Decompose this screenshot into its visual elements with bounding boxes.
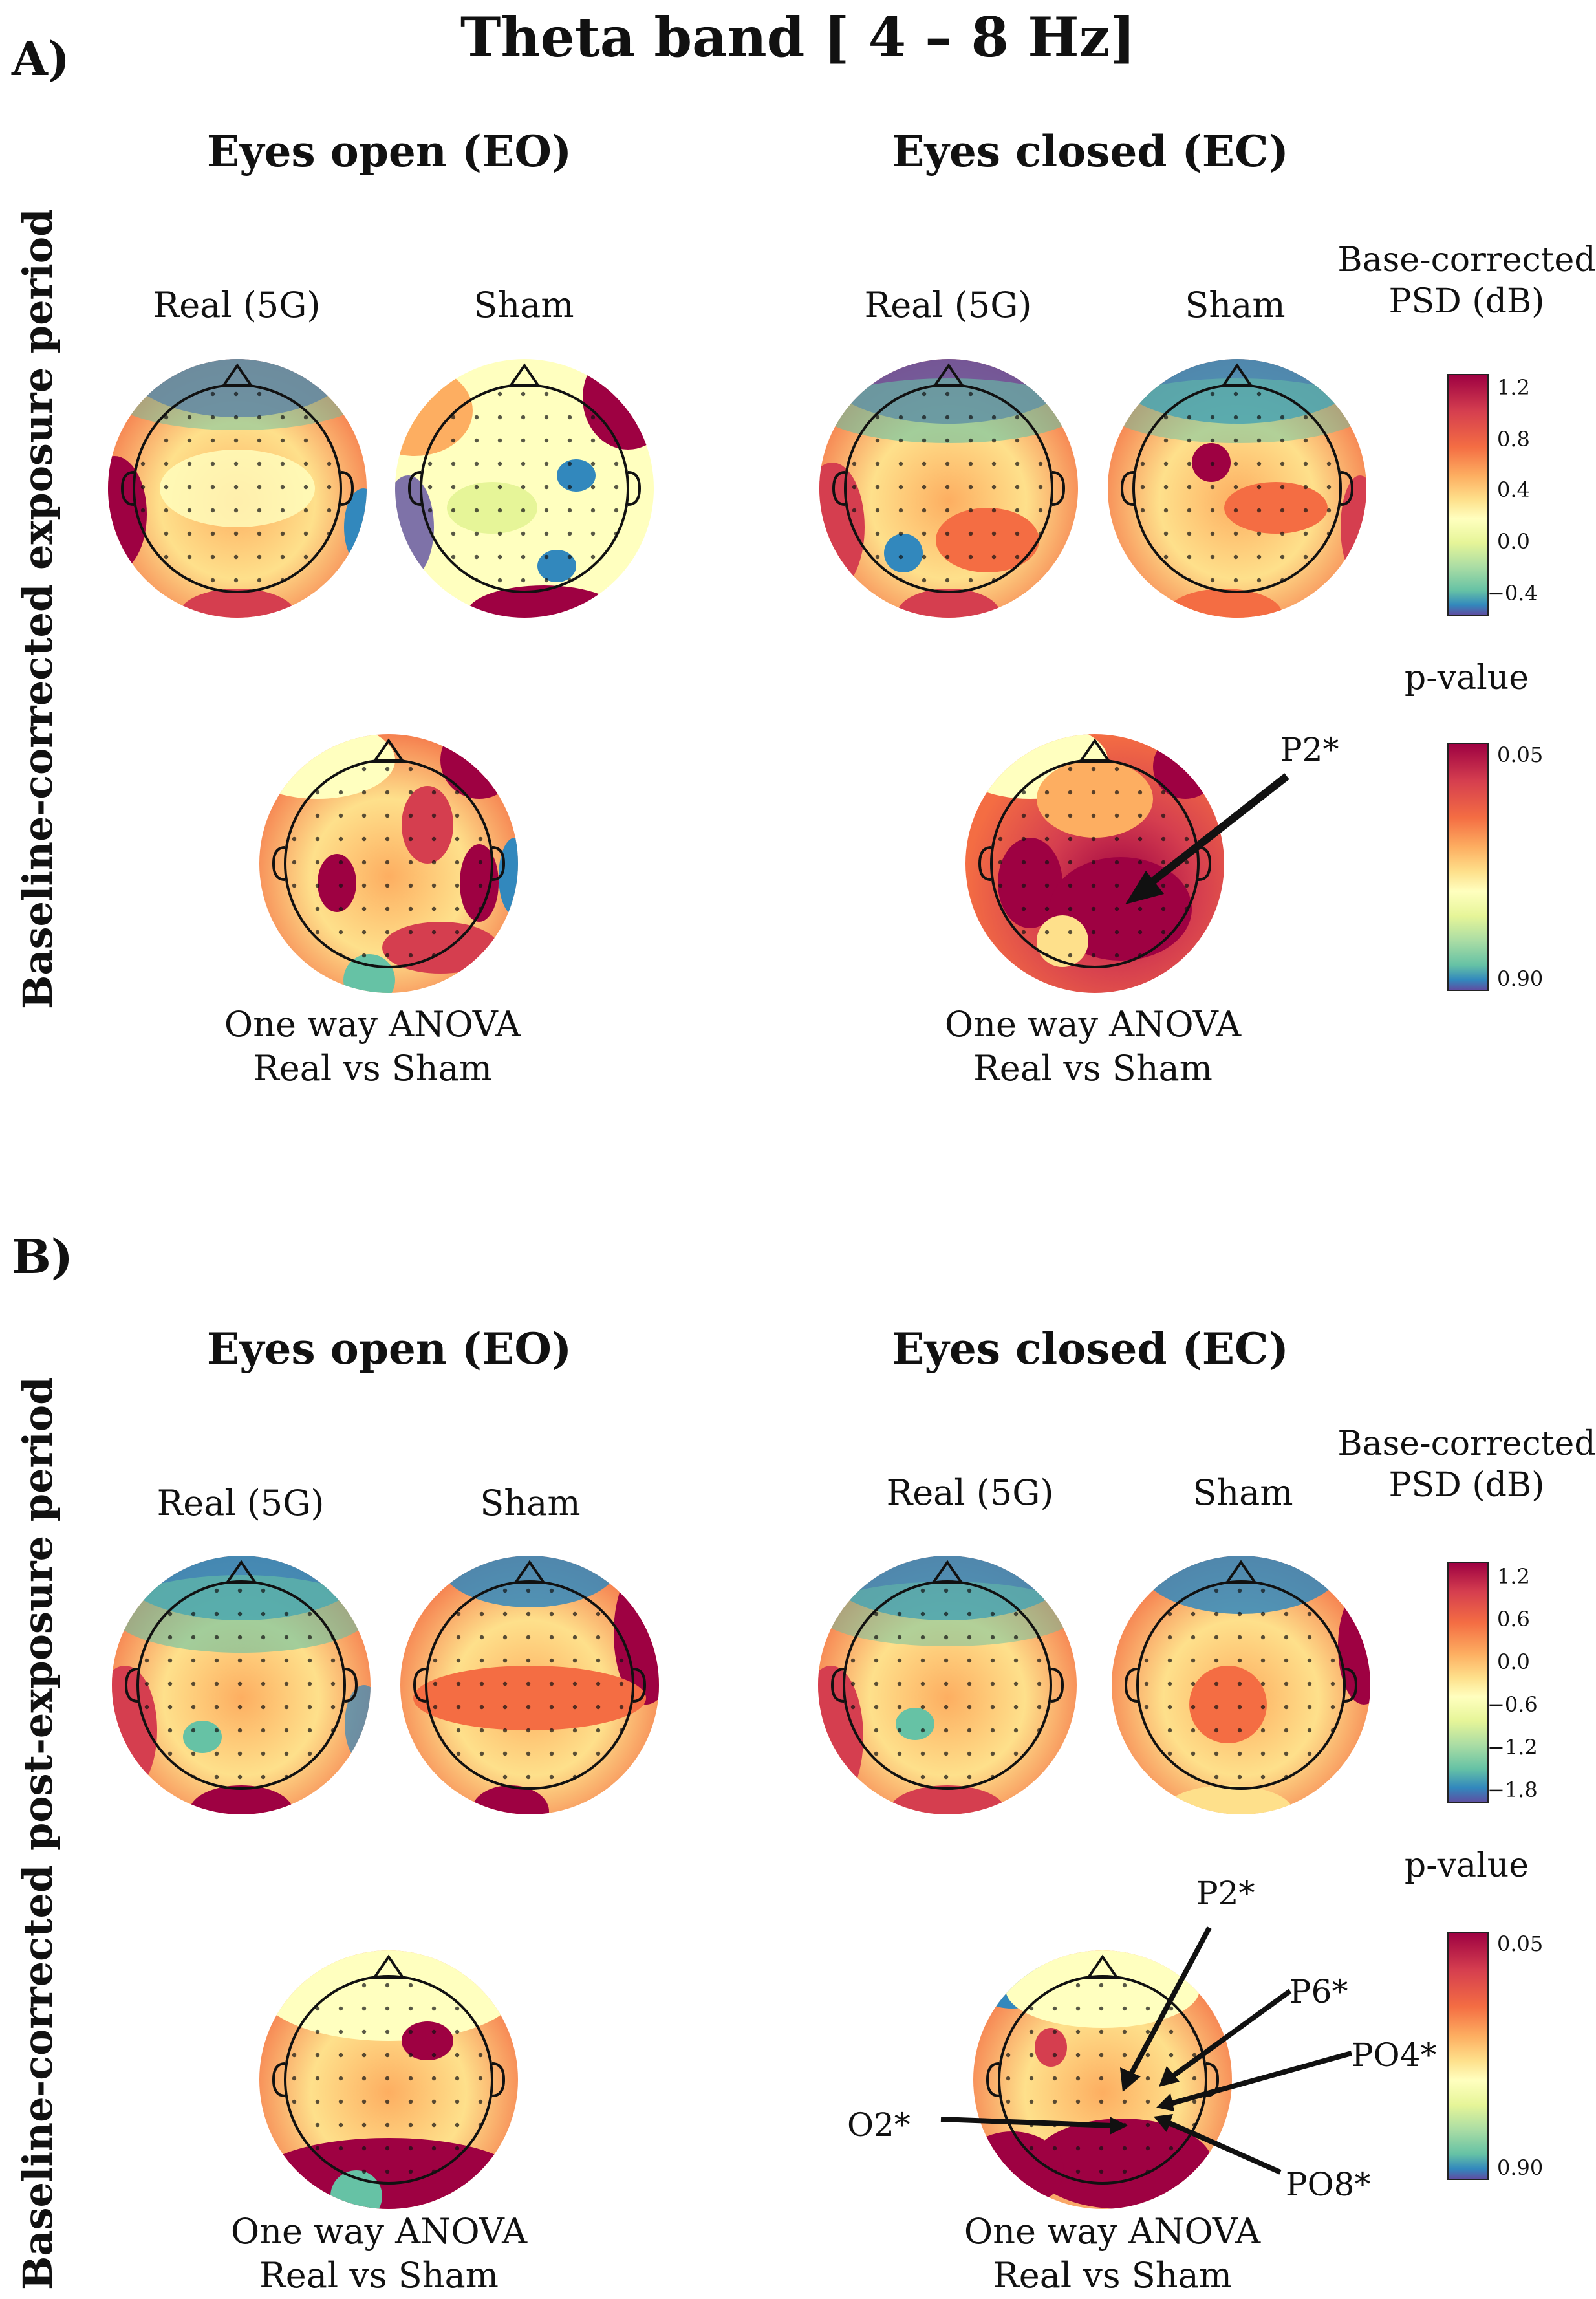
topomap-b-ec-sham (1112, 1556, 1370, 1814)
panel-a-eo-anova-caption: One way ANOVA Real vs Sham (191, 1003, 554, 1091)
annotation-b-o2: O2* (847, 2106, 911, 2144)
panel-a-ec-anova-caption: One way ANOVA Real vs Sham (912, 1003, 1274, 1091)
panel-a-eo-real-label: Real (5G) (153, 285, 321, 325)
psd-tick: −1.2 (1487, 1735, 1538, 1760)
annotation-b-po4: PO4* (1352, 2036, 1437, 2074)
p-tick: 0.90 (1497, 2155, 1544, 2180)
psd-title-line2: PSD (dB) (1388, 282, 1545, 321)
panel-a-label: A) (12, 31, 70, 86)
panel-b-eo-sham-label: Sham (480, 1483, 581, 1523)
topomap-b-ec-real (818, 1556, 1077, 1814)
anova-line1: One way ANOVA (964, 2211, 1261, 2252)
topomap-b-eo-real (112, 1556, 371, 1814)
psd-title-line1: Base-corrected (1337, 1424, 1596, 1463)
panel-a-psd-colorbar (1447, 374, 1489, 616)
panel-b-psd-colorbar (1447, 1562, 1489, 1803)
panel-b-p-colorbar (1447, 1932, 1489, 2180)
panel-a-ec-sham-label: Sham (1185, 285, 1286, 325)
panel-b-ec-real-label: Real (5G) (886, 1472, 1054, 1513)
psd-tick: 0.4 (1497, 477, 1530, 502)
panel-b-eo-anova-caption: One way ANOVA Real vs Sham (198, 2210, 560, 2298)
panel-b-row-label: Baseline-corrected post-exposure period (14, 1377, 61, 2290)
anova-line1: One way ANOVA (944, 1004, 1242, 1045)
psd-tick: 0.6 (1497, 1607, 1530, 1631)
annotation-b-po8: PO8* (1286, 2166, 1371, 2203)
topomap-a-ec-real (819, 359, 1078, 618)
psd-tick: −0.6 (1487, 1692, 1538, 1717)
panel-a-row-label: Baseline-corrected exposure period (14, 208, 61, 1009)
psd-tick: −0.4 (1487, 581, 1538, 605)
panel-b-ec-anova-caption: One way ANOVA Real vs Sham (931, 2210, 1293, 2298)
panel-b-psd-colorbar-title: Base-corrected PSD (dB) (1337, 1423, 1596, 1506)
anova-line1: One way ANOVA (230, 2211, 528, 2252)
anova-line2: Real vs Sham (993, 2255, 1232, 2296)
panel-b-ec-sham-label: Sham (1192, 1472, 1293, 1513)
panel-a-p-colorbar-title: p-value (1404, 659, 1529, 697)
anova-line2: Real vs Sham (259, 2255, 499, 2296)
psd-title-line1: Base-corrected (1337, 241, 1596, 279)
arrows-b (940, 1926, 1353, 2175)
annotation-b-p2: P2* (1196, 1875, 1255, 1912)
annotation-a-p2: P2* (1280, 731, 1339, 768)
panel-b-ec-heading: Eyes closed (EC) (892, 1324, 1289, 1374)
psd-tick: 0.0 (1497, 1650, 1530, 1674)
anova-line1: One way ANOVA (224, 1004, 521, 1045)
topomap-a-eo-real (108, 359, 367, 618)
panel-b-p-colorbar-title: p-value (1404, 1846, 1529, 1885)
psd-tick: 1.2 (1497, 375, 1530, 400)
p-tick: 0.05 (1497, 743, 1544, 767)
panel-a-psd-colorbar-title: Base-corrected PSD (dB) (1337, 239, 1596, 322)
anova-line2: Real vs Sham (253, 1048, 492, 1089)
psd-tick: 0.8 (1497, 427, 1530, 452)
panel-b-eo-real-label: Real (5G) (156, 1483, 325, 1523)
topomap-a-eo-anova (259, 734, 518, 993)
psd-tick: 0.0 (1497, 529, 1530, 554)
panel-b-eo-heading: Eyes open (EO) (206, 1324, 572, 1374)
p-tick: 0.05 (1497, 1932, 1544, 1956)
panel-a-eo-heading: Eyes open (EO) (206, 126, 572, 177)
topomap-b-eo-anova (259, 1950, 518, 2209)
arrow-a-p2 (1125, 773, 1289, 904)
psd-title-line2: PSD (dB) (1388, 1466, 1545, 1505)
p-tick: 0.90 (1497, 966, 1544, 991)
topomap-b-eo-sham (400, 1556, 659, 1814)
annotation-b-p6: P6* (1289, 1973, 1348, 2010)
psd-tick: 1.2 (1497, 1564, 1530, 1589)
panel-a-ec-real-label: Real (5G) (864, 285, 1032, 325)
topomap-a-eo-sham (395, 359, 654, 618)
panel-a-p-colorbar (1447, 743, 1489, 991)
panel-b-label: B) (12, 1229, 73, 1284)
psd-tick: −1.8 (1487, 1778, 1538, 1802)
panel-a-ec-heading: Eyes closed (EC) (892, 126, 1289, 177)
panel-a-eo-sham-label: Sham (473, 285, 574, 325)
figure-title: Theta band [ 4 – 8 Hz] (460, 5, 1136, 69)
topomap-a-ec-sham (1108, 359, 1366, 618)
anova-line2: Real vs Sham (973, 1048, 1213, 1089)
